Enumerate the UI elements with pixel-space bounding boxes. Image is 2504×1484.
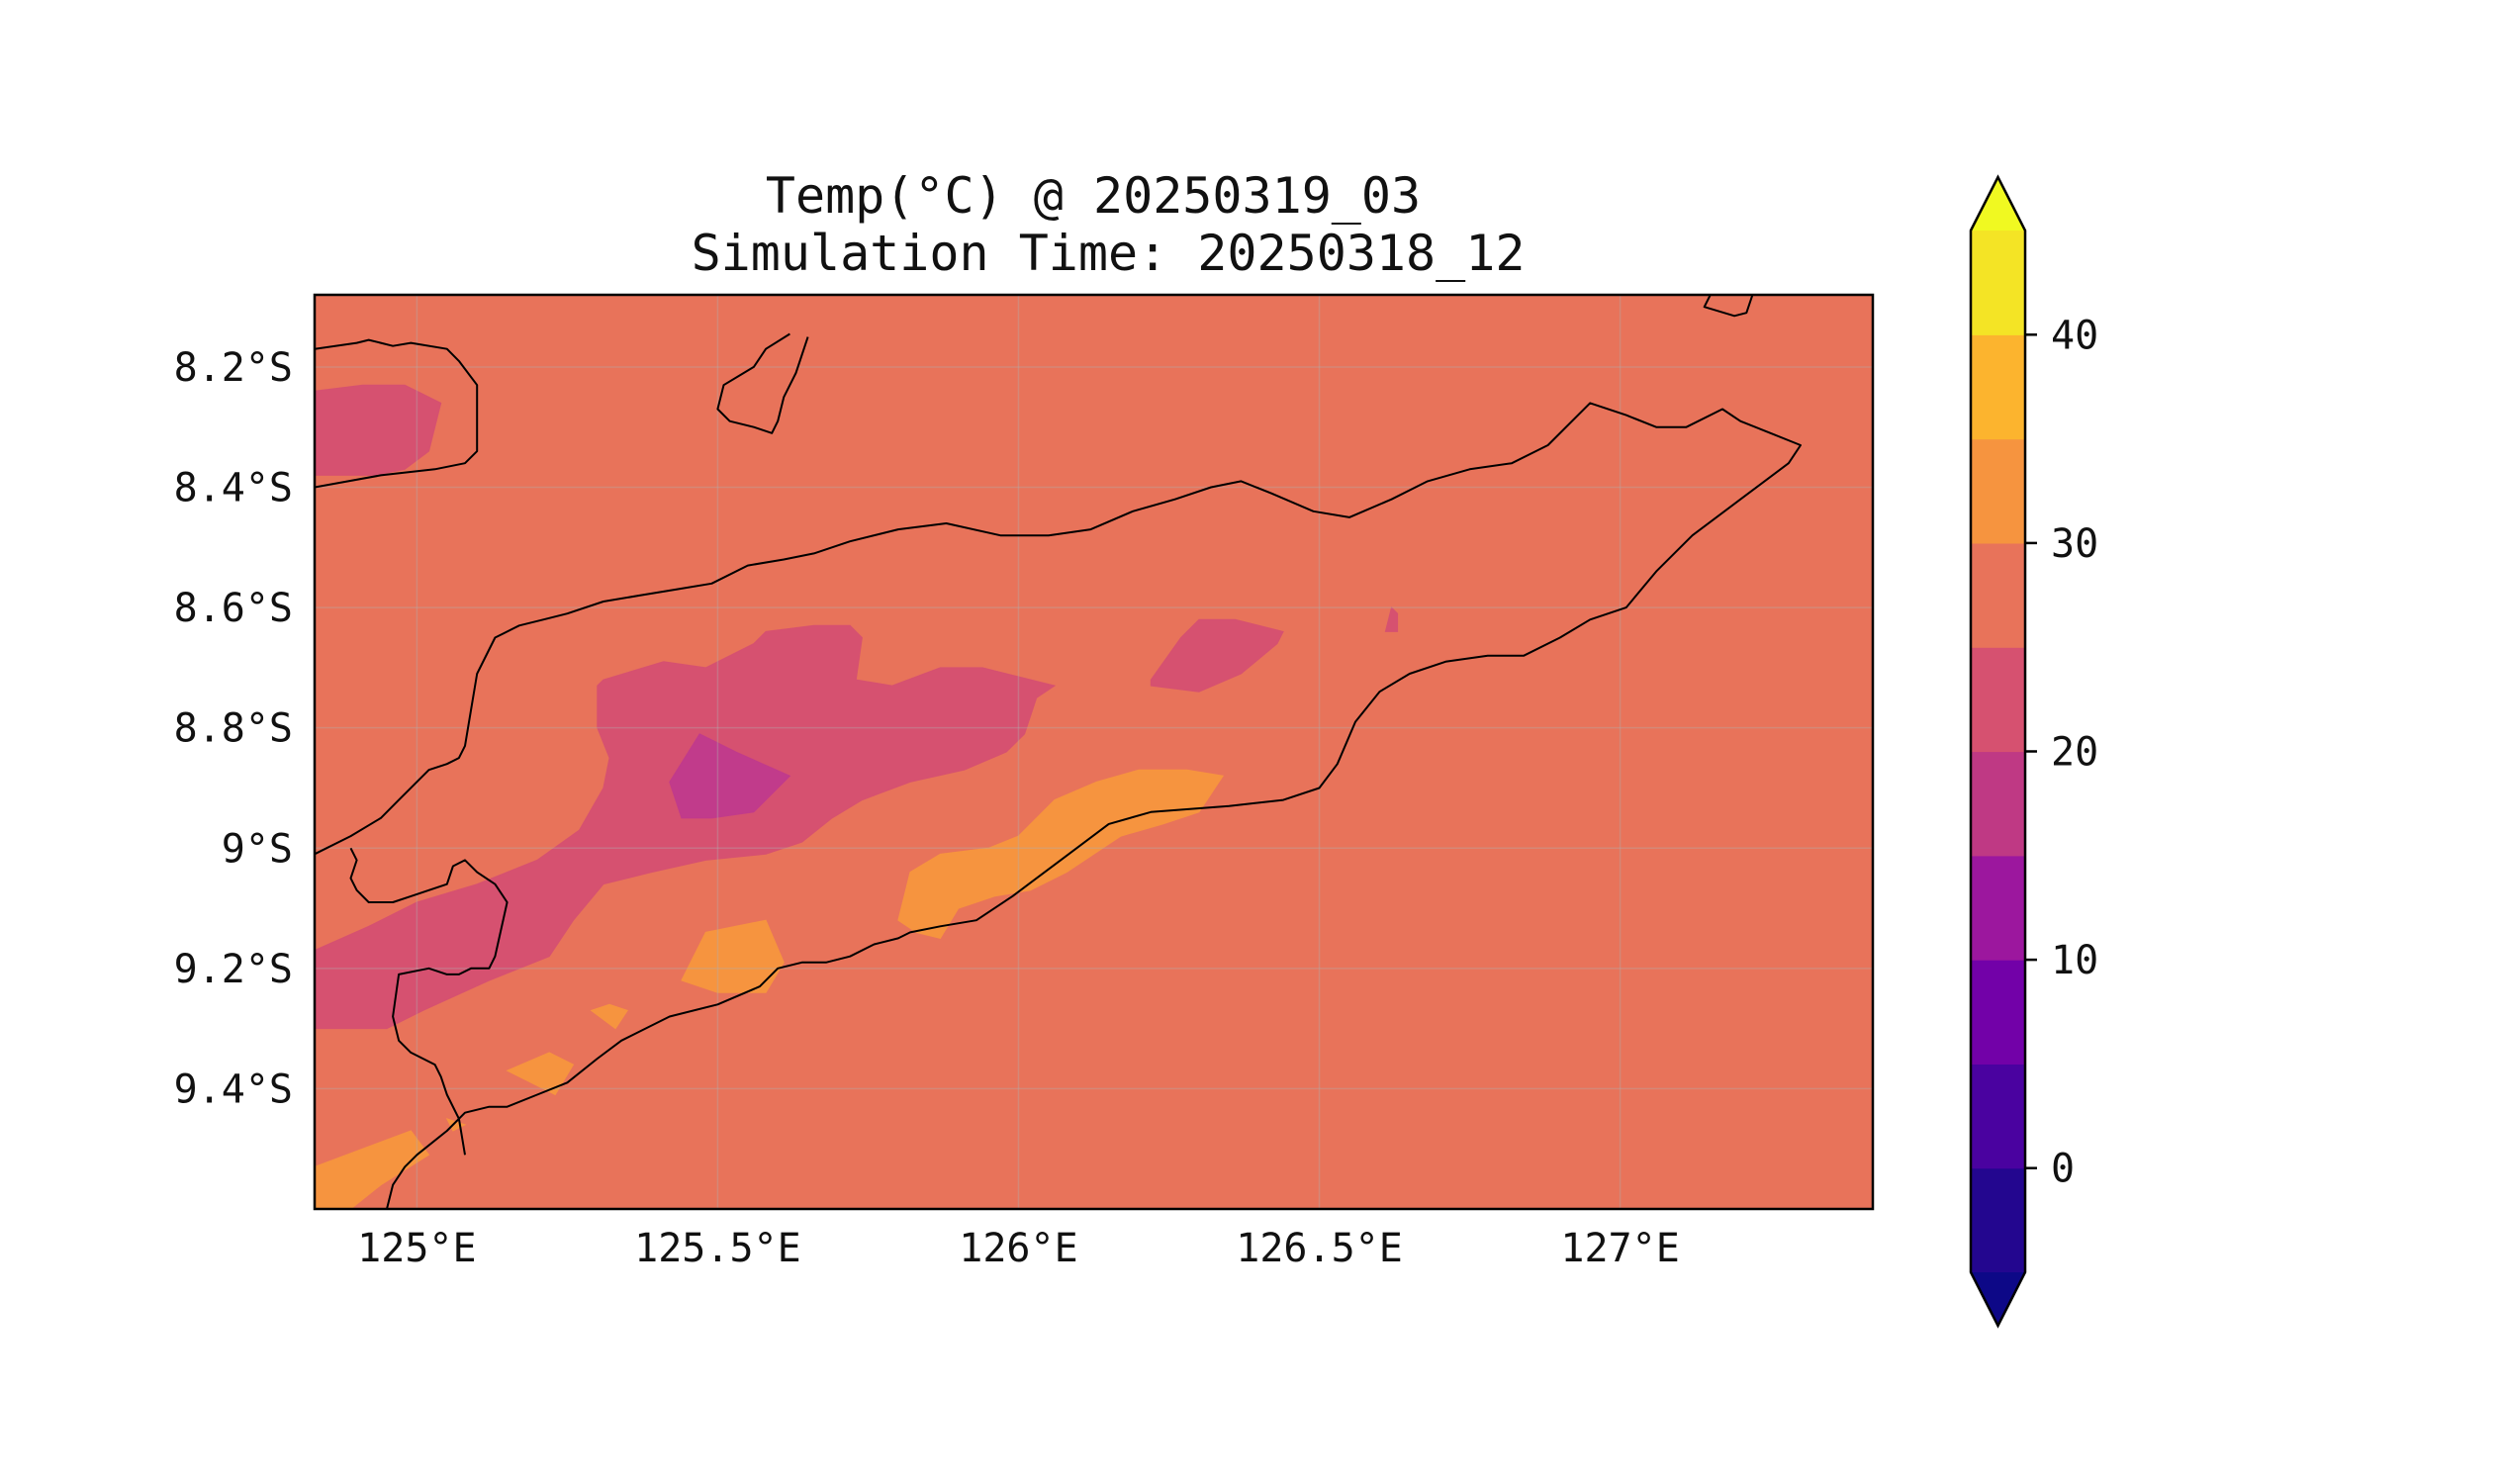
temperature-region [1384, 606, 1399, 632]
map-gridlines [315, 295, 1873, 1209]
temperature-region [315, 624, 1057, 1030]
longitude-tick-labels: 125°E 125.5°E 126°E 126.5°E 127°E [357, 1226, 1680, 1271]
colorbar-tick-label: 20 [2051, 730, 2098, 776]
longitude-tick-label: 125.5°E [634, 1226, 801, 1271]
latitude-tick-label: 9.2°S [174, 947, 293, 992]
latitude-tick-label: 8.2°S [174, 345, 293, 391]
colorbar-bin [1971, 334, 2025, 440]
colorbar-bins [1971, 231, 2025, 1273]
longitude-tick-label: 127°E [1560, 1226, 1679, 1271]
latitude-tick-label: 8.8°S [174, 706, 293, 752]
temperature-region [681, 919, 785, 993]
colorbar-over-arrow [1971, 177, 2025, 231]
map-background-field [315, 295, 1873, 1209]
latitude-tick-label: 9.4°S [174, 1067, 293, 1112]
latitude-tick-label: 9°S [222, 826, 293, 872]
colorbar-under-arrow [1971, 1272, 2025, 1326]
coastline [1703, 295, 1754, 318]
coastline [349, 847, 509, 1156]
colorbar-outline [1969, 174, 2027, 1329]
colorbar-tick-label: 10 [2051, 938, 2098, 983]
latitude-tick-labels: 8.2°S 8.4°S 8.6°S 8.8°S 9°S 9.2°S 9.4°S [174, 345, 293, 1112]
longitude-tick-label: 126.5°E [1236, 1226, 1403, 1271]
colorbar-bin [1971, 438, 2025, 544]
map-title-line2: Simulation Time: 20250318_12 [692, 225, 1526, 282]
colorbar-bin [1971, 231, 2025, 335]
colorbar: 0 10 20 30 40 [1969, 174, 2098, 1329]
latitude-tick-label: 8.4°S [174, 466, 293, 511]
colorbar-tick-label: 0 [2051, 1147, 2075, 1192]
colorbar-bin [1971, 647, 2025, 753]
map-panel: 125°E 125.5°E 126°E 126.5°E 127°E 8.2°S 8.4°S… [174, 293, 1875, 1271]
longitude-tick-label: 125°E [357, 1226, 476, 1271]
latitude-tick-label: 8.6°S [174, 586, 293, 631]
colorbar-tick-labels: 0 10 20 30 40 [2025, 313, 2098, 1192]
coastlines [315, 295, 1802, 1209]
colorbar-bin [1971, 960, 2025, 1065]
map-title-line1: Temp(°C) @ 20250319_03 [766, 167, 1421, 225]
temperature-region [669, 733, 791, 819]
temperature-region [506, 1052, 575, 1096]
temperature-region [1150, 618, 1284, 693]
colorbar-bin [1971, 1064, 2025, 1169]
temperature-region [315, 1130, 430, 1209]
temperature-region [315, 384, 442, 476]
temperature-regions [315, 384, 1399, 1209]
colorbar-bin [1971, 542, 2025, 648]
colorbar-tick-label: 30 [2051, 521, 2098, 567]
colorbar-bin [1971, 1167, 2025, 1273]
temperature-region [897, 769, 1225, 939]
colorbar-tick-label: 40 [2051, 313, 2098, 358]
longitude-tick-label: 126°E [959, 1226, 1077, 1271]
temperature-region [590, 1003, 628, 1030]
colorbar-bin [1971, 751, 2025, 857]
coastline [315, 338, 479, 489]
coastline [716, 332, 809, 434]
map-frame [313, 293, 1875, 1211]
colorbar-bin [1971, 855, 2025, 961]
coastline [315, 402, 1802, 1209]
